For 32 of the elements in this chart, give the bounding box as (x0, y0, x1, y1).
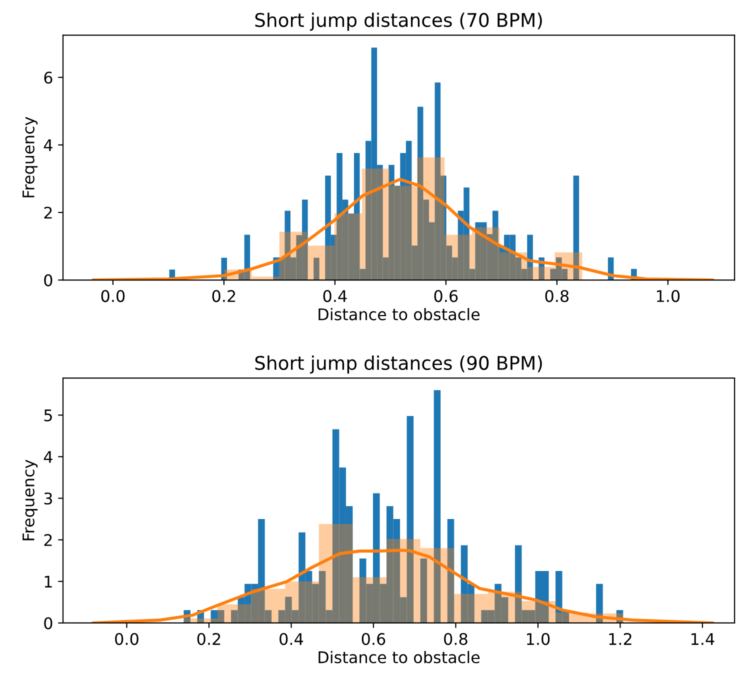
x-tick-label: 1.2 (609, 632, 632, 645)
y-tick-label: 0 (44, 617, 52, 630)
x-axis-title: Distance to obstacle (318, 308, 480, 320)
x-tick-label: 0.2 (197, 632, 220, 646)
x-tick-label: 0.8 (444, 632, 468, 646)
x-axis-title: Distance to obstacle (318, 650, 480, 664)
x-tick-label: 0.8 (545, 290, 569, 302)
x-tick-label: 1.0 (527, 632, 550, 646)
x-tick-label: 0.6 (362, 632, 386, 646)
x-tick-label: 1.0 (656, 290, 680, 302)
chart-title: Short jump distances (70 BPM) (255, 12, 542, 31)
y-axis-title: Frequency (22, 460, 38, 540)
y-tick-label: 1 (44, 576, 52, 588)
y-tick-label: 5 (44, 410, 52, 422)
x-tick-label: 0.0 (101, 290, 125, 302)
y-tick-label: 3 (44, 492, 52, 505)
y-tick-label: 4 (44, 451, 52, 463)
y-tick-label: 4 (44, 139, 52, 151)
line-series (91, 548, 714, 623)
y-tick-label: 6 (44, 72, 52, 84)
x-tick-label: 0.4 (323, 290, 347, 302)
chart-title: Short jump distances (90 BPM) (255, 356, 542, 374)
x-tick-label: 1.4 (692, 633, 714, 645)
x-tick-label: 0.4 (280, 632, 304, 646)
y-tick-label: 2 (44, 206, 52, 219)
x-tick-label: 0.0 (115, 632, 138, 646)
line-series (91, 178, 714, 280)
y-axis-title: Frequency (22, 116, 38, 198)
y-tick-label: 2 (44, 534, 52, 546)
x-tick-label: 0.2 (212, 290, 236, 302)
y-tick-label: 0 (44, 274, 52, 286)
x-tick-label: 0.6 (434, 290, 458, 302)
